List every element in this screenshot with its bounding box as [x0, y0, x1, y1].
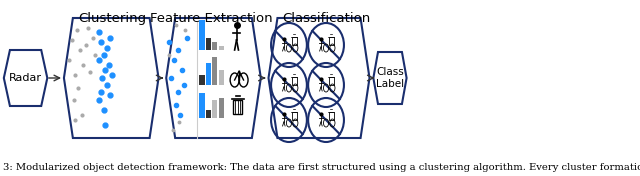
Text: Class
Label: Class Label [376, 67, 404, 89]
Bar [234, 100, 243, 114]
Text: Radar: Radar [9, 73, 42, 83]
Text: 3: Modularized object detection framework: The data are first structured using a: 3: Modularized object detection framewor… [3, 163, 640, 172]
Bar [212, 42, 218, 50]
Text: Clustering: Clustering [78, 12, 146, 25]
Polygon shape [269, 18, 369, 138]
Bar [328, 112, 333, 120]
Bar [219, 46, 224, 50]
Bar [219, 70, 224, 85]
Polygon shape [373, 52, 406, 104]
Bar [200, 75, 205, 85]
Bar [200, 93, 205, 118]
Text: Feature Extraction: Feature Extraction [150, 12, 272, 25]
Bar [206, 63, 211, 85]
Bar [328, 77, 333, 85]
Bar [291, 37, 296, 45]
Bar [212, 100, 218, 118]
Polygon shape [64, 18, 159, 138]
Bar [200, 20, 205, 50]
Bar [212, 57, 218, 85]
Polygon shape [4, 50, 47, 106]
Bar [206, 110, 211, 118]
Bar [219, 98, 224, 118]
Text: Classification: Classification [282, 12, 370, 25]
Bar [206, 38, 211, 50]
Bar [328, 37, 333, 45]
Bar [291, 77, 296, 85]
Polygon shape [166, 18, 261, 138]
Bar [291, 112, 296, 120]
